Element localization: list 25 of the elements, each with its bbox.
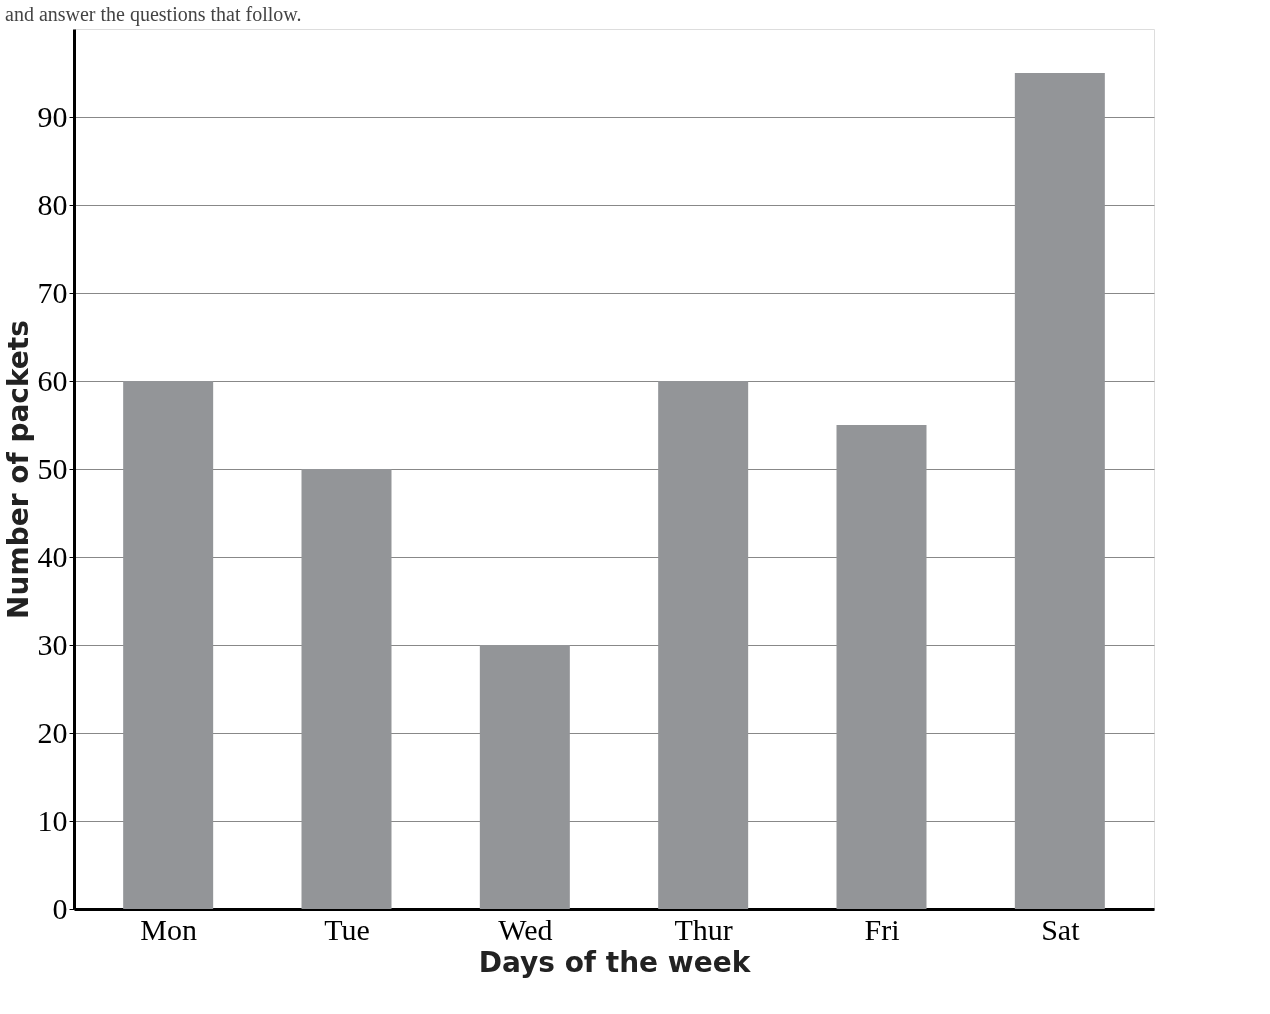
bar [658, 381, 749, 909]
text: and answer the questions that follow. [5, 3, 302, 26]
x-axis-title: Days of the week [478, 945, 752, 979]
y-tick-label: 90 [37, 99, 68, 133]
y-tick-label: 70 [37, 275, 68, 309]
bar [301, 469, 392, 909]
y-tick-label: 30 [37, 627, 68, 661]
x-tick-label: Mon [140, 912, 198, 946]
x-tick-label: Thur [674, 912, 733, 946]
y-tick-label: 50 [37, 451, 68, 485]
y-tick-label: 80 [37, 187, 68, 221]
x-tick-label: Sat [1041, 912, 1081, 946]
y-tick-label: 10 [37, 803, 68, 837]
bar [123, 381, 214, 909]
y-axis-title: Number of packets [1, 320, 35, 619]
bar [836, 425, 927, 909]
y-tick-label: 0 [52, 891, 68, 925]
x-tick-label: Tue [324, 912, 370, 946]
x-tick-label: Fri [864, 912, 900, 946]
bar [1014, 73, 1105, 909]
x-tick-label: Wed [498, 912, 553, 946]
bar [479, 645, 570, 909]
y-tick-label: 20 [37, 715, 68, 749]
y-tick-label: 60 [37, 363, 68, 397]
y-tick-label: 40 [37, 539, 68, 573]
